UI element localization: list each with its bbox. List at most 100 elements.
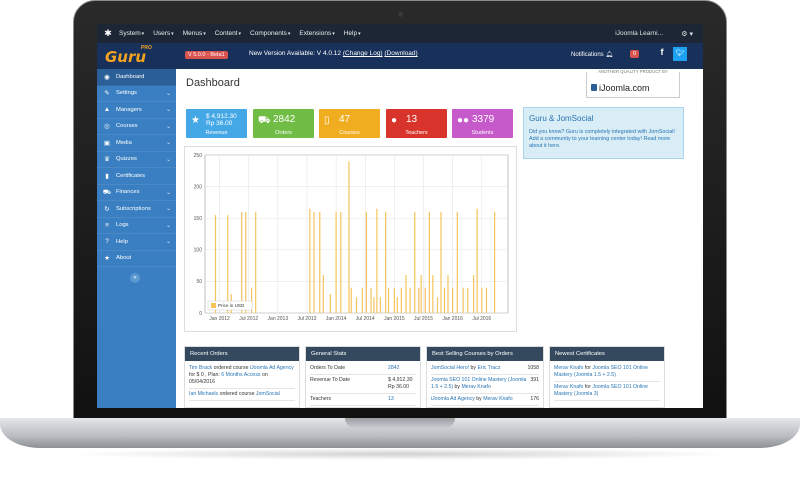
course-link[interactable]: Joomla SEO 101 Online Mastery (Joomla 1.… (431, 377, 527, 390)
order-customer-link[interactable]: Tim Brack (189, 365, 213, 371)
sidebar-item-help[interactable]: ? Help ⌄ (97, 234, 176, 251)
sidebar-item-logs[interactable]: ≡ Logs ⌄ (97, 218, 176, 234)
chevron-down-icon: ⌄ (165, 90, 171, 97)
order-entry: Tim Brack ordered course iJoomla Ad Agen… (189, 363, 295, 389)
x-tick-label: Jul 2014 (356, 316, 375, 322)
chevron-down-icon: ⌄ (165, 222, 171, 229)
guru-logo-text: Guru (105, 48, 147, 66)
sidebar-item-finances[interactable]: ⛟ Finances ⌄ (97, 185, 176, 201)
sidebar-item-label: About (116, 255, 132, 262)
sidebar-item-about[interactable]: ★ About (97, 251, 176, 267)
author-link[interactable]: Merav Knafo (461, 384, 491, 390)
stats-row: Teachers 13 (310, 394, 416, 406)
sidebar: ◉ Dashboard ✎ Settings ⌄ ▲ Managers ⌄ ◎ Courses ⌄ ▣… (97, 69, 176, 408)
general-stats-heading: General Stats (306, 347, 420, 361)
teachers-value: 13 (406, 114, 418, 125)
star-icon: ★ (191, 115, 200, 126)
eye-icon: ◎ (104, 123, 110, 131)
download-link[interactable]: (Download) (384, 50, 418, 57)
stats-value[interactable]: 13 (388, 396, 394, 402)
facebook-icon[interactable]: f (660, 47, 664, 57)
sidebar-item-media[interactable]: ▣ Media ⌄ (97, 135, 176, 152)
students-label: Students (471, 130, 494, 136)
ijoomla-badge[interactable]: ANOTHER QUALITY PRODUCT BY iJoomla.com (586, 69, 680, 98)
orders-value: 2842 (273, 114, 296, 125)
x-tick-label: Jan 2012 (209, 316, 230, 322)
list-icon: ≡ (105, 221, 109, 229)
laptop-shadow (60, 448, 740, 460)
menu-system[interactable]: System▾ (119, 30, 145, 37)
person-icon: ▲ (103, 106, 111, 114)
menu-components[interactable]: Components▾ (250, 30, 291, 37)
author-link[interactable]: Merav Knafo (483, 396, 513, 402)
general-stats-panel: General Stats Orders To Date 2842 Revenue… (305, 346, 421, 408)
certificate-course-link[interactable]: Joomla SEO 101 Online Mastery (Joomla 1.… (554, 365, 649, 378)
course-link[interactable]: JomSocial Hero! (431, 365, 470, 371)
guru-logo-pro: PRO (141, 45, 152, 51)
y-tick-label: 200 (194, 184, 203, 190)
guru-logo[interactable]: Guru PRO (101, 45, 155, 67)
x-tick-label: Jan 2014 (326, 316, 347, 322)
joomla-logo-icon[interactable]: ✱ (104, 28, 112, 38)
new-version-notice: New Version Available: V 4.0.12 (Change … (249, 50, 418, 57)
course-link[interactable]: iJoomla Ad Agency (431, 396, 475, 402)
sidebar-item-settings[interactable]: ✎ Settings ⌄ (97, 86, 176, 102)
notifications-button[interactable]: Notifications 🔔︎ (571, 52, 613, 58)
user-icon: ● (391, 115, 398, 126)
jomsocial-text[interactable]: Did you know? Guru is completely integra… (529, 129, 675, 149)
order-plan-link[interactable]: 6 Months Access (221, 372, 261, 378)
sidebar-item-label: Quizzes (116, 156, 137, 163)
students-value: 3379 (472, 114, 495, 125)
order-course-link[interactable]: iJoomla Ad Agency (249, 365, 294, 371)
laptop-notch (345, 418, 455, 428)
courses-tile[interactable]: ▯ 47 Courses (319, 109, 380, 138)
certificate-user-link[interactable]: Merav Knafo (554, 365, 584, 371)
quality-caption: ANOTHER QUALITY PRODUCT BY (587, 69, 679, 74)
x-tick-label: Jan 2013 (268, 316, 289, 322)
sidebar-item-courses[interactable]: ◎ Courses ⌄ (97, 119, 176, 135)
best-selling-heading: Best Selling Courses by Orders (427, 347, 543, 361)
menu-content[interactable]: Content▾ (214, 30, 242, 37)
best-selling-row: JomSocial Hero! by Eric Tracz 1058 (431, 363, 539, 375)
author-link[interactable]: Eric Tracz (477, 365, 501, 371)
twitter-icon[interactable]: 🐦︎ (673, 47, 687, 61)
sidebar-item-label: Subscriptions (116, 205, 151, 212)
users-icon: ●● (457, 115, 470, 126)
students-tile[interactable]: ●● 3379 Students (452, 109, 513, 138)
revenue-tile[interactable]: ★ $ 4,912.30 Rp 36.00 Revenue (186, 109, 247, 138)
best-selling-row: Joomla SEO 101 Online Mastery (Joomla 1.… (431, 375, 539, 394)
stats-row: Orders To Date 2842 (310, 363, 416, 375)
cycle-icon: ↻ (104, 205, 110, 213)
chevron-down-icon: ⌄ (165, 123, 171, 130)
order-customer-link[interactable]: Ian Michaels (189, 391, 219, 397)
certificate-row: Merav Knafo for Joomla SEO 101 Online Ma… (554, 382, 660, 401)
certificate-user-link[interactable]: Merav Knafo (554, 384, 584, 390)
order-course-link[interactable]: JomSocial (255, 391, 280, 397)
ijoomla-logo-icon (591, 84, 597, 91)
teachers-tile[interactable]: ● 13 Teachers (386, 109, 447, 138)
menu-users[interactable]: Users▾ (153, 30, 174, 37)
orders-tile[interactable]: ⛟ 2842 Orders (253, 109, 314, 138)
cart-icon: ⛟ (102, 188, 112, 196)
best-selling-panel: Best Selling Courses by Orders JomSocial… (426, 346, 544, 408)
best-selling-row: iJoomla Ad Agency by Merav Knafo 176 (431, 394, 539, 406)
x-tick-label: Jul 2015 (414, 316, 433, 322)
stats-value[interactable]: 2842 (388, 365, 400, 371)
sidebar-item-dashboard[interactable]: ◉ Dashboard (97, 69, 176, 86)
certificate-course-link[interactable]: Joomla SEO 101 Online Mastery (Joomla 3) (554, 384, 649, 397)
wrench-icon: ✎ (104, 90, 110, 98)
gear-icon[interactable]: ⚙ ▾ (681, 30, 693, 38)
change-log-link[interactable]: (Change Log) (342, 50, 383, 57)
sidebar-item-certificates[interactable]: ▮ Certificates (97, 168, 176, 185)
sidebar-item-managers[interactable]: ▲ Managers ⌄ (97, 102, 176, 119)
chevron-down-icon: ⌄ (165, 239, 171, 246)
sidebar-item-subscriptions[interactable]: ↻ Subscriptions ⌄ (97, 201, 176, 218)
site-link[interactable]: iJoomla Learni... (615, 30, 663, 37)
menu-menus[interactable]: Menus▾ (182, 30, 206, 37)
menu-extensions[interactable]: Extensions▾ (299, 30, 335, 37)
recent-orders-heading: Recent Orders (185, 347, 299, 361)
menu-help[interactable]: Help▾ (343, 30, 361, 37)
sidebar-item-quizzes[interactable]: ♛ Quizzes ⌄ (97, 152, 176, 168)
newest-certificates-panel: Newest Certificates Merav Knafo for Joom… (549, 346, 665, 408)
sidebar-collapse-icon[interactable]: « (130, 273, 140, 283)
